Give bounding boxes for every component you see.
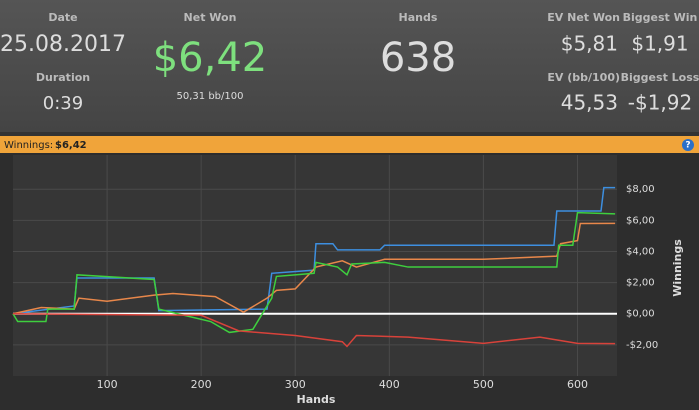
series-line [12,312,616,348]
x-tick-label: 500 [473,378,494,391]
stat-value: $1,91 [631,32,688,56]
help-icon[interactable]: ? [685,141,690,151]
x-axis-label: Hands [297,393,336,406]
header-bg [0,0,699,132]
y-tick-label: $6,00 [626,215,655,226]
stat-label: Hands [399,11,438,24]
stat-label: Biggest Loss [621,71,699,84]
x-tick-label: 200 [191,378,212,391]
bar-value: $6,42 [55,140,87,151]
stat-sub: 50,31 bb/100 [177,91,244,102]
stat-value: 638 [380,35,456,81]
y-tick-label: $2,00 [626,278,655,289]
stat-label: Date [48,11,77,24]
stat-label: Duration [36,71,90,84]
x-tick-label: 600 [567,378,588,391]
stat-value: 25.08.2017 [0,32,126,57]
stat-value: -$1,92 [628,91,692,115]
separator [0,132,699,136]
bar-title: Winnings: [4,140,53,151]
y-tick-label: $4,00 [626,246,655,257]
stat-label: EV Net Won [547,11,620,24]
help-button[interactable] [682,139,694,151]
y-axis-label: Winnings [671,239,684,297]
stat-value: $6,42 [153,35,268,81]
x-tick-label: 300 [285,378,306,391]
stat-value: 0:39 [43,93,83,114]
stat-label: EV (bb/100) [547,71,620,84]
title-bar [0,136,699,153]
y-tick-label: -$2,00 [626,340,658,351]
x-tick-label: 100 [97,378,118,391]
stat-value: $5,81 [561,32,618,56]
y-tick-label: $8,00 [626,184,655,195]
series-line [12,186,616,315]
x-tick-label: 400 [379,378,400,391]
y-tick-label: $0,00 [626,309,655,320]
stat-value: 45,53 [561,91,618,115]
stat-label: Biggest Win [623,11,698,24]
stat-label: Net Won [184,11,237,24]
series-line [12,211,616,334]
